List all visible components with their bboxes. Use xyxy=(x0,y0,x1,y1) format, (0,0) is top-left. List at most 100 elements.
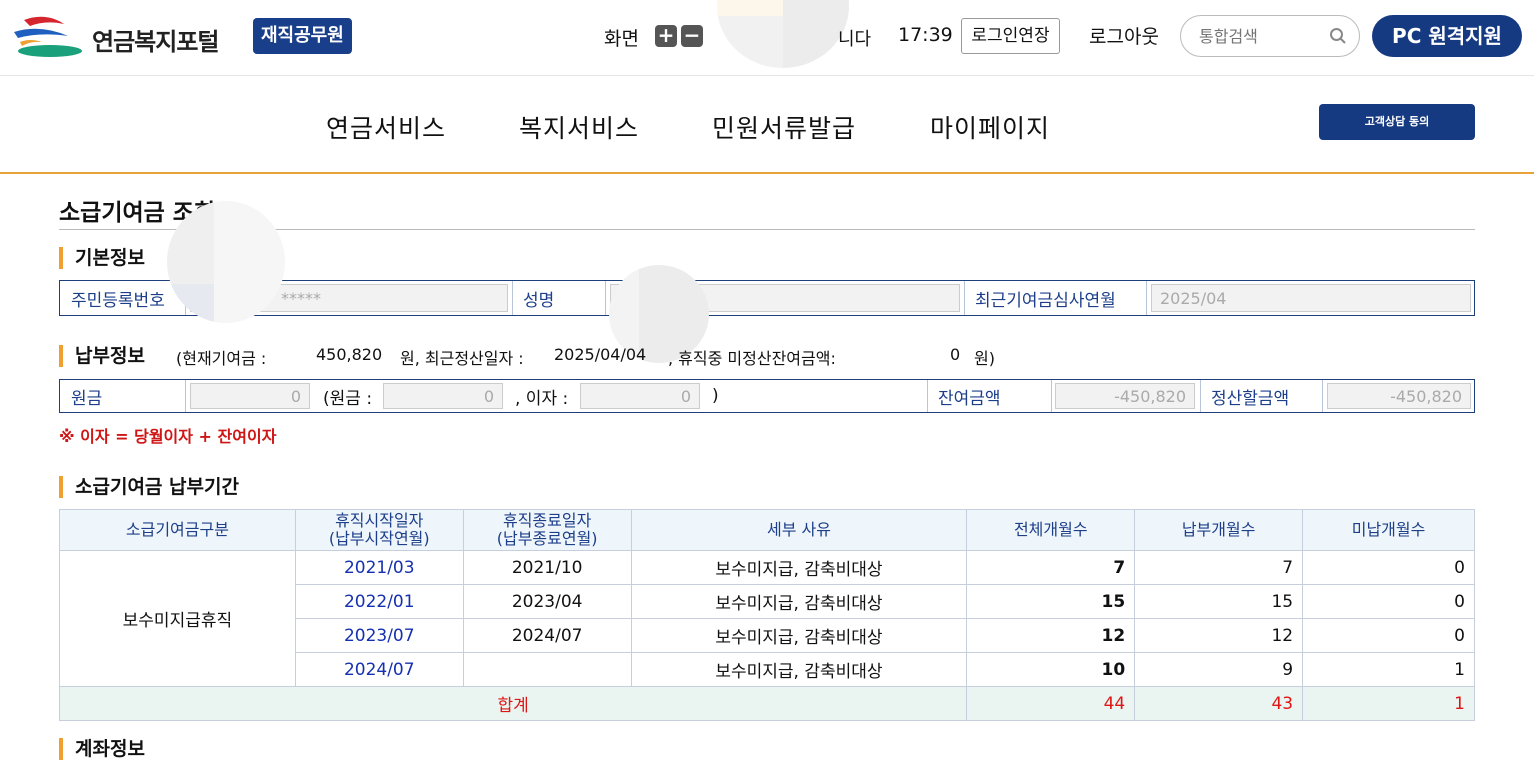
payment-summary-mid2: , 휴직중 미정산잔여금액: xyxy=(668,349,836,368)
section-title-account: 계좌정보 xyxy=(59,738,145,760)
current-contribution: 450,820 xyxy=(316,345,383,364)
divider xyxy=(1322,380,1323,412)
col-header-end: 휴직종료일자 (납부종료연월) xyxy=(462,509,632,551)
search-input[interactable] xyxy=(1199,25,1319,47)
name-label: 성명 xyxy=(523,290,555,311)
settle-amount-field: -450,820 xyxy=(1327,383,1471,409)
table-row: 보수미지급휴직 2021/03 2021/10 보수미지급, 감축비대상 7 7… xyxy=(59,550,1475,687)
divider xyxy=(1051,380,1052,412)
section-title-payment-info: 납부정보 xyxy=(59,345,145,367)
main-nav: 연금서비스 복지서비스 민원서류발급 마이페이지 고객상담 동의 xyxy=(0,77,1534,174)
balance-field: -450,820 xyxy=(1055,383,1195,409)
balance-label: 잔여금액 xyxy=(938,388,1001,409)
session-timer: 17:39 xyxy=(898,24,953,46)
reason-cell: 보수미지급, 감축비대상 xyxy=(630,652,968,687)
session-text: 니다 xyxy=(838,29,872,50)
col-header-total: 전체개월수 xyxy=(966,509,1136,551)
total-months-cell: 10 xyxy=(966,652,1136,687)
screen-size-label: 화면 xyxy=(604,28,639,50)
zoom-in-button[interactable]: + xyxy=(655,25,677,47)
logo-text[interactable]: 연금복지포털 xyxy=(92,28,219,56)
user-type-badge: 재직공무원 xyxy=(253,18,352,54)
settle-amount-label: 정산할금액 xyxy=(1211,388,1290,409)
divider xyxy=(512,281,513,315)
start-date-link[interactable]: 2022/01 xyxy=(294,584,464,619)
principal-label: 원금 xyxy=(71,388,103,409)
nav-welfare-service[interactable]: 복지서비스 xyxy=(519,114,640,143)
reason-cell: 보수미지급, 감축비대상 xyxy=(630,550,968,585)
period-table: 소급기여금구분 휴직시작일자 (납부시작연월) 휴직종료일자 (납부종료연월) … xyxy=(58,509,1475,721)
rrn-label: 주민등록번호 xyxy=(71,290,165,311)
payment-summary-open: (현재기여금 : xyxy=(176,349,267,368)
login-extend-button[interactable]: 로그인연장 xyxy=(961,18,1060,54)
top-bar: 연금복지포털 재직공무원 화면 + − 니다 17:39 로그인연장 로그아웃 … xyxy=(0,0,1534,76)
nav-pension-service[interactable]: 연금서비스 xyxy=(326,114,447,143)
table-row: 2024/07 보수미지급, 감축비대상 10 9 1 xyxy=(60,652,1475,687)
divider xyxy=(605,281,606,315)
col-header-type: 소급기여금구분 xyxy=(59,509,296,551)
end-date-cell: 2023/04 xyxy=(462,584,632,619)
last-settlement-date: 2025/04/04 xyxy=(554,345,647,364)
unpaid-months-sum: 1 xyxy=(1302,686,1475,721)
divider xyxy=(964,281,965,315)
nav-document-issuance[interactable]: 민원서류발급 xyxy=(712,114,857,143)
payment-summary-close: 원) xyxy=(974,349,995,368)
col-header-start-line1: 휴직시작일자 xyxy=(335,511,424,530)
interest-note: ※ 이자 = 당월이자 + 잔여이자 xyxy=(59,427,277,446)
total-label-cell: 합계 xyxy=(58,686,968,721)
payment-info-row: 원금 0 (원금 : 0 , 이자 : 0 ) 잔여금액 -450,820 정산… xyxy=(59,379,1475,413)
start-date-link[interactable]: 2024/07 xyxy=(294,652,464,687)
overlay-blur-circle xyxy=(167,201,285,323)
consult-consent-button[interactable]: 고객상담 동의 xyxy=(1319,104,1475,140)
col-header-start-line2: (납부시작연월) xyxy=(328,529,430,548)
total-months-sum: 44 xyxy=(966,686,1136,721)
col-header-paid: 납부개월수 xyxy=(1134,509,1304,551)
paren-principal-label: (원금 : xyxy=(323,388,373,409)
divider xyxy=(927,380,928,412)
paid-months-sum: 43 xyxy=(1134,686,1304,721)
logo-icon[interactable] xyxy=(10,14,84,58)
remote-support-button[interactable]: PC 원격지원 xyxy=(1372,15,1522,57)
col-header-end-line2: (납부종료연월) xyxy=(496,529,598,548)
logout-button[interactable]: 로그아웃 xyxy=(1089,26,1159,48)
divider xyxy=(185,380,186,412)
table-row: 2022/01 2023/04 보수미지급, 감축비대상 15 15 0 xyxy=(60,584,1475,619)
search-icon[interactable] xyxy=(1329,27,1347,45)
col-header-end-line1: 휴직종료일자 xyxy=(502,511,592,530)
paren-principal-field: 0 xyxy=(383,383,503,409)
divider xyxy=(1146,281,1147,315)
end-date-cell: 2024/07 xyxy=(462,618,632,653)
divider xyxy=(1200,380,1201,412)
interest-label: , 이자 : xyxy=(515,388,569,409)
total-months-cell: 7 xyxy=(966,550,1136,585)
type-cell: 보수미지급휴직 xyxy=(59,550,296,687)
total-months-cell: 15 xyxy=(966,584,1136,619)
total-months-cell: 12 xyxy=(966,618,1136,653)
search-box xyxy=(1180,15,1360,57)
unpaid-months-cell: 1 xyxy=(1302,652,1475,687)
review-month-label: 최근기여금심사연월 xyxy=(975,290,1116,311)
payment-summary-mid: 원, 최근정산일자 : xyxy=(400,349,524,368)
paid-months-cell: 9 xyxy=(1134,652,1304,687)
col-header-unpaid: 미납개월수 xyxy=(1302,509,1475,551)
title-divider xyxy=(59,229,1475,230)
zoom-out-button[interactable]: − xyxy=(681,25,703,47)
unsettled-amount: 0 xyxy=(950,345,961,364)
interest-field: 0 xyxy=(580,383,700,409)
start-date-link[interactable]: 2021/03 xyxy=(294,550,464,585)
end-date-cell: 2021/10 xyxy=(462,550,632,585)
paren-close: ) xyxy=(712,386,719,406)
overlay-blur-circle xyxy=(717,0,849,68)
table-row: 2023/07 2024/07 보수미지급, 감축비대상 12 12 0 xyxy=(60,618,1475,653)
overlay-blur-circle xyxy=(609,265,709,363)
table-header-row: 소급기여금구분 휴직시작일자 (납부시작연월) 휴직종료일자 (납부종료연월) … xyxy=(59,509,1475,551)
start-date-link[interactable]: 2023/07 xyxy=(294,618,464,653)
col-header-reason: 세부 사유 xyxy=(630,509,968,551)
section-title-basic-info: 기본정보 xyxy=(59,247,145,269)
section-title-period: 소급기여금 납부기간 xyxy=(59,476,239,498)
table-total-row: 합계 44 43 1 xyxy=(58,686,1475,721)
paid-months-cell: 12 xyxy=(1134,618,1304,653)
unpaid-months-cell: 0 xyxy=(1302,550,1475,585)
nav-my-page[interactable]: 마이페이지 xyxy=(930,114,1051,143)
paid-months-cell: 15 xyxy=(1134,584,1304,619)
